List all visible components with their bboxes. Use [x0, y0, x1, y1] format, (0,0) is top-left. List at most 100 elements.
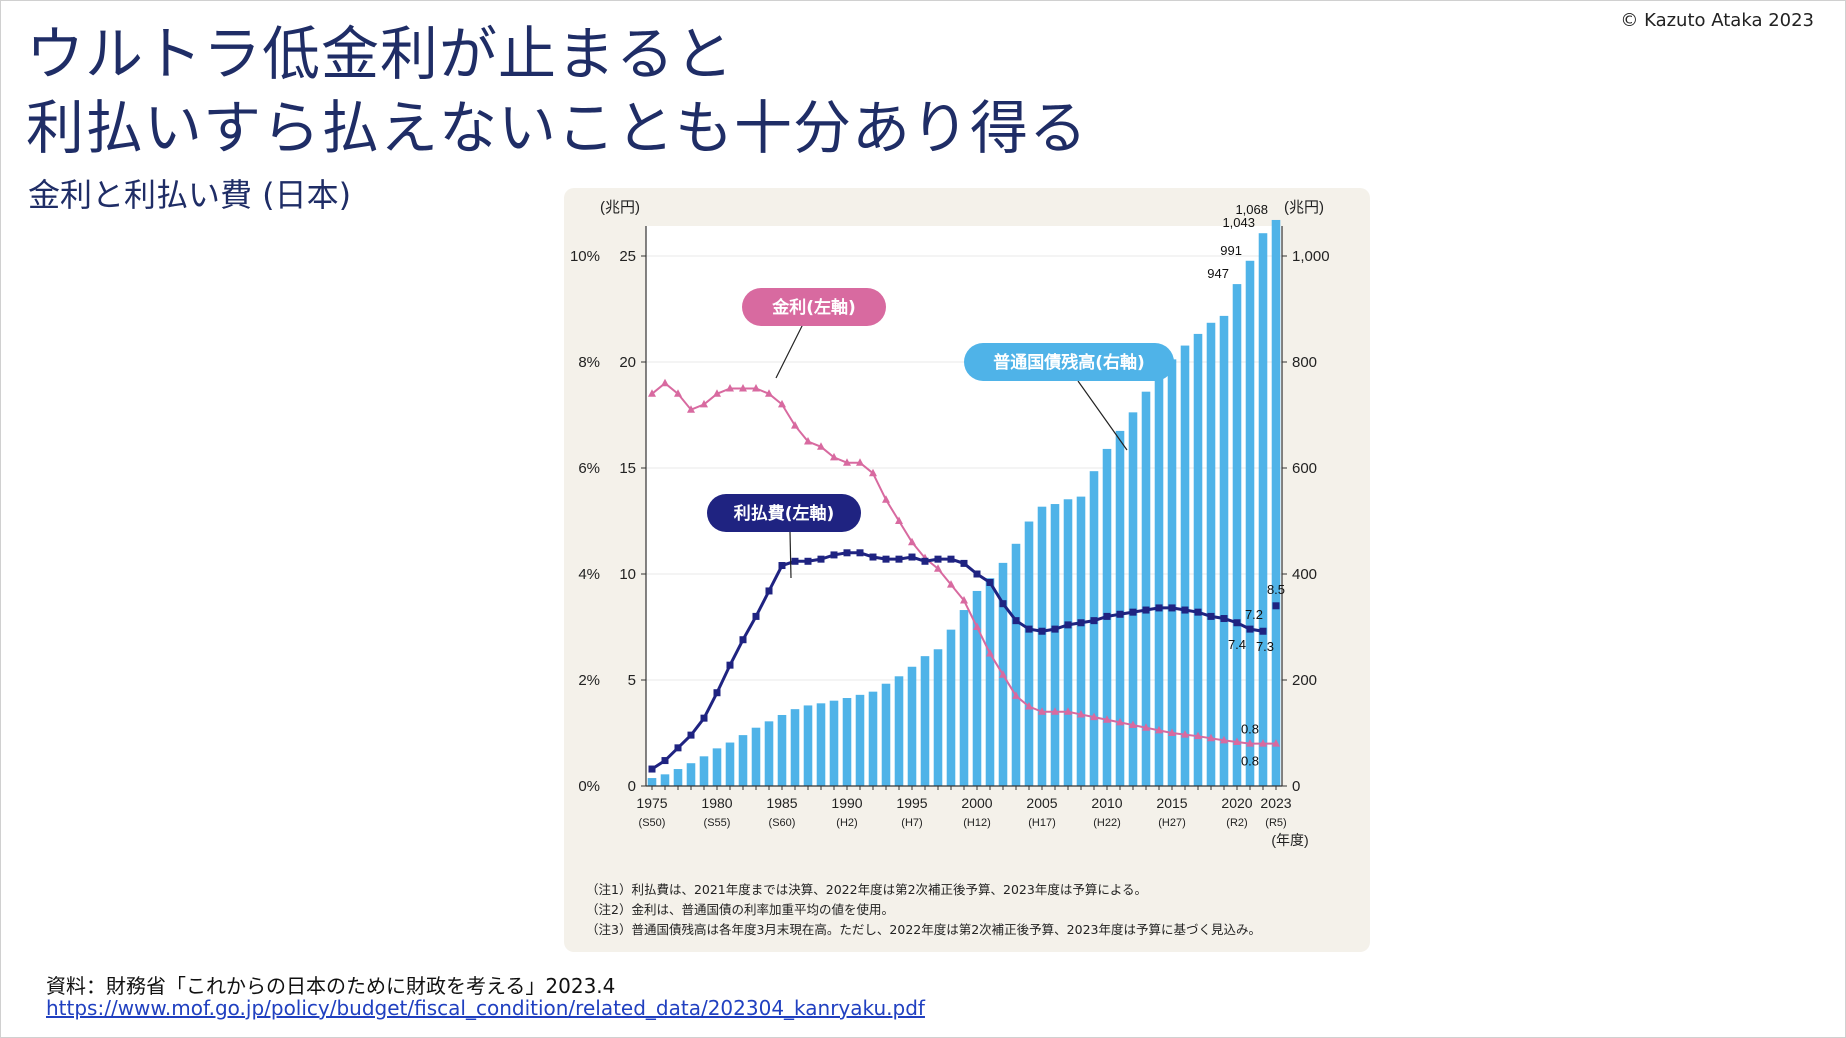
rate-marker — [973, 622, 981, 630]
interest-value-label: 7.2 — [1245, 607, 1263, 622]
pct-tick-label: 0% — [578, 778, 600, 795]
debt-bar — [1128, 412, 1138, 786]
right-tick-label: 800 — [1292, 354, 1317, 371]
left-tick-label: 5 — [628, 672, 636, 689]
rate-marker — [1142, 723, 1150, 731]
interest-callout-pointer — [789, 531, 792, 579]
pct-tick-label: 10% — [570, 248, 600, 265]
debt-bar — [1245, 260, 1255, 786]
interest-marker — [778, 562, 786, 570]
interest-value-label: 7.3 — [1256, 639, 1274, 654]
x-axis-unit: (年度) — [1271, 832, 1308, 848]
x-tick-label: 1975 — [636, 795, 667, 811]
rate-value-label: 0.8 — [1241, 754, 1259, 769]
debt-bar — [894, 676, 904, 786]
debt-callout-pointer — [1077, 380, 1128, 451]
interest-marker — [856, 549, 864, 557]
interest-marker — [934, 555, 942, 563]
rate-marker — [1233, 737, 1241, 746]
pct-tick-label: 4% — [578, 566, 600, 583]
rate-marker — [648, 389, 656, 397]
copyright-notice: © Kazuto Ataka 2023 — [1620, 10, 1814, 31]
x-tick-label: 2000 — [961, 795, 992, 811]
rate-marker — [1090, 712, 1098, 721]
x-tick-sublabel: (H2) — [836, 817, 857, 829]
rate-marker — [1259, 739, 1267, 747]
chart-note: （注2）金利は、普通国債の利率加重平均の値を使用。 — [586, 902, 894, 917]
debt-callout-label: 普通国債残高(右軸) — [993, 352, 1145, 373]
bar-value-label: 991 — [1220, 243, 1242, 258]
rate-marker — [1181, 730, 1189, 738]
right-tick-label: 600 — [1292, 460, 1317, 477]
rate-marker — [1103, 715, 1111, 723]
slide-title-line2: 利払いすら払えないことも十分あり得る — [26, 94, 1089, 162]
chart-note: （注1）利払費は、2021年度までは決算、2022年度は第2次補正後予算、202… — [586, 882, 1147, 897]
interest-marker — [1116, 610, 1124, 618]
debt-bar — [1011, 543, 1021, 786]
debt-bar — [1063, 499, 1073, 786]
rate-marker — [1012, 691, 1020, 699]
interest-callout-label: 利払費(左軸) — [734, 503, 835, 524]
rate-marker — [1116, 717, 1124, 726]
rate-marker — [726, 384, 734, 392]
debt-bar — [907, 666, 917, 786]
debt-bar — [1076, 496, 1086, 786]
interest-marker — [1155, 604, 1163, 612]
rate-marker — [1155, 725, 1163, 734]
debt-bar — [1219, 315, 1229, 786]
interest-marker — [765, 587, 773, 595]
interest-marker — [1025, 625, 1033, 633]
interest-marker — [1142, 606, 1150, 614]
x-tick-sublabel: (S50) — [639, 817, 666, 829]
bar-value-label: 947 — [1207, 266, 1229, 281]
interest-marker — [1038, 627, 1046, 635]
debt-bar — [842, 698, 852, 786]
debt-bar — [920, 656, 930, 786]
pct-tick-label: 6% — [578, 460, 600, 477]
rate-marker — [791, 421, 799, 429]
debt-bar — [1024, 521, 1034, 786]
interest-marker — [843, 549, 851, 557]
rate-marker — [960, 596, 968, 604]
rate-marker — [1272, 739, 1280, 747]
rate-marker — [661, 378, 669, 387]
interest-marker — [999, 600, 1007, 608]
right-tick-label: 0 — [1292, 778, 1300, 795]
rate-marker — [1246, 739, 1254, 747]
rate-marker — [999, 670, 1007, 678]
rate-marker — [1220, 735, 1228, 744]
interest-marker — [661, 757, 669, 765]
rate-marker — [687, 405, 695, 413]
rate-marker — [882, 495, 890, 503]
slide-title-line1: ウルトラ低金利が止まると — [26, 20, 735, 88]
debt-callout-badge — [964, 343, 1174, 381]
rate-marker — [1025, 702, 1033, 710]
debt-bar — [1141, 391, 1151, 786]
rate-marker — [895, 516, 903, 524]
interest-marker — [947, 555, 955, 563]
interest-marker — [1129, 608, 1137, 616]
rate-marker — [1077, 709, 1085, 718]
interest-marker — [674, 744, 682, 752]
x-tick-sublabel: (S60) — [769, 817, 796, 829]
rate-marker — [765, 389, 773, 397]
x-tick-label: 1985 — [766, 795, 797, 811]
debt-bar — [1232, 284, 1242, 786]
left-tick-label: 15 — [619, 460, 636, 477]
interest-marker — [986, 578, 994, 586]
debt-bar — [959, 610, 969, 786]
debt-bar — [829, 700, 839, 786]
interest-marker — [1233, 619, 1241, 627]
rate-marker — [1168, 728, 1176, 736]
interest-marker — [1090, 617, 1098, 625]
x-tick-label: 1995 — [896, 795, 927, 811]
interest-callout-badge — [707, 494, 861, 532]
interest-marker — [804, 557, 812, 565]
rate-marker — [947, 580, 955, 588]
x-tick-sublabel: (R2) — [1226, 817, 1247, 829]
debt-bar — [647, 778, 657, 786]
source-link[interactable]: https://www.mof.go.jp/policy/budget/fisc… — [46, 996, 925, 1020]
interest-marker — [1207, 612, 1215, 620]
pct-tick-label: 2% — [578, 672, 600, 689]
debt-bar — [1037, 506, 1047, 786]
